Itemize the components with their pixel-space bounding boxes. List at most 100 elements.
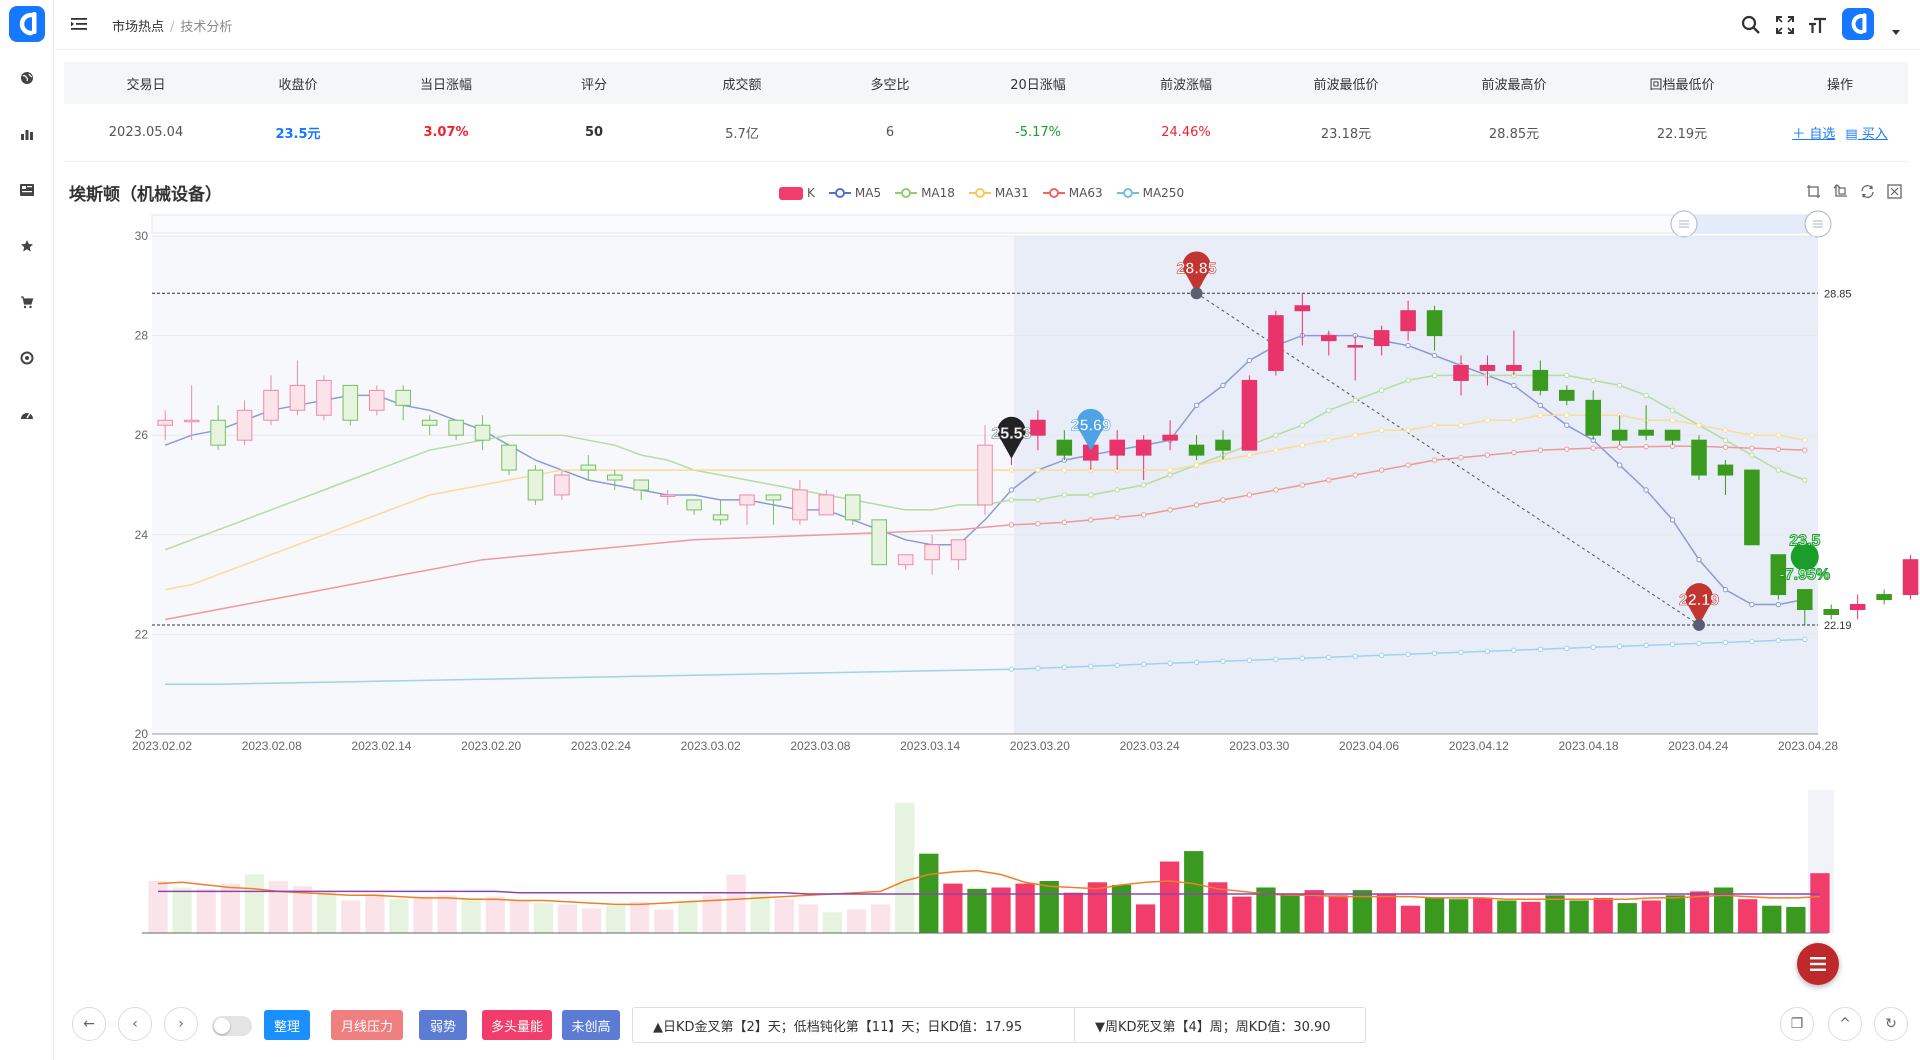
volume-bar <box>1280 894 1300 933</box>
candle-body <box>1797 589 1813 611</box>
candle-body <box>924 544 940 561</box>
ma-point <box>1431 352 1438 359</box>
candle-body <box>659 494 676 497</box>
ma-point <box>1299 482 1306 488</box>
add-watchlist-link[interactable]: ＋ 自选 <box>1792 123 1835 142</box>
ma-point <box>1326 477 1332 483</box>
candle-body <box>950 539 967 561</box>
marker-label: 25.69 <box>1071 418 1111 435</box>
legend-label: MA18 <box>921 186 955 200</box>
volume-bar <box>292 886 313 933</box>
save-image-icon[interactable] <box>1887 184 1902 199</box>
globe-icon[interactable] <box>17 68 37 88</box>
fullscreen-icon[interactable] <box>1774 14 1796 36</box>
volume-bar <box>606 905 626 933</box>
ma-point <box>1431 650 1438 657</box>
ma-point <box>1722 586 1729 593</box>
ma-point <box>1008 522 1015 528</box>
candle-body <box>395 389 411 406</box>
buy-link[interactable]: ▤ 买入 <box>1845 123 1887 142</box>
ma-point <box>1088 492 1094 498</box>
volume-bar <box>991 887 1011 933</box>
volume-bar <box>1063 892 1083 933</box>
volume-bar <box>1713 887 1734 933</box>
highlight-region <box>1014 236 1818 734</box>
tag-monthly-pressure[interactable]: 月线压力 <box>331 1010 403 1040</box>
volume-bar <box>1232 896 1252 933</box>
restore-icon[interactable] <box>1860 184 1875 199</box>
tag-consolidation[interactable]: 整理 <box>264 1010 310 1040</box>
ma-point <box>1114 487 1120 493</box>
cell-amount: 5.7亿 <box>725 127 759 142</box>
x-tick-label: 2023.03.24 <box>1120 739 1180 753</box>
stock-chart[interactable]: 20 22 24 26 28 30 2023.02.02 2023.02.08 2023.02.… <box>0 0 1920 1000</box>
tag-weak[interactable]: 弱势 <box>419 1010 467 1040</box>
zoom-reset-icon[interactable] <box>1833 184 1848 199</box>
cart-icon[interactable] <box>17 292 37 312</box>
table-header-cell: 回档最低价 <box>1649 77 1715 93</box>
candle-body <box>792 489 808 521</box>
volume-bar <box>1424 897 1445 933</box>
caret-down-icon[interactable] <box>1892 30 1900 36</box>
target-icon[interactable] <box>17 348 37 368</box>
cell-score: 50 <box>584 125 604 140</box>
breadcrumb-item-market[interactable]: 市场热点 <box>112 20 165 35</box>
legend-item-k[interactable]: K <box>779 186 815 200</box>
bar-chart-icon[interactable] <box>17 124 37 144</box>
legend-item-ma5[interactable]: MA5 <box>828 186 882 200</box>
legend-label: MA5 <box>854 186 882 200</box>
legend-swatch <box>779 186 803 200</box>
candle-body <box>871 519 887 566</box>
volume-ma-orange <box>157 869 1821 906</box>
y-tick-label: 26 <box>135 428 149 442</box>
search-icon[interactable] <box>1740 14 1762 36</box>
dashboard-icon[interactable] <box>17 404 37 424</box>
ma-point <box>1378 427 1385 433</box>
news-icon[interactable] <box>17 180 37 200</box>
chart-legend: K MA5 MA18 MA31 MA63 MA250 <box>779 186 1184 200</box>
ma-point <box>1564 422 1570 428</box>
user-avatar-icon[interactable] <box>1842 8 1874 40</box>
ma-point <box>1326 654 1332 661</box>
volume-bar <box>1135 904 1156 933</box>
zoom-select-icon[interactable] <box>1806 184 1821 199</box>
back-button[interactable]: ← <box>72 1007 106 1041</box>
cell-wave-change: 24.46% <box>1161 125 1211 140</box>
tag-no-new-high[interactable]: 未创高 <box>562 1010 620 1040</box>
prev-button[interactable]: ‹ <box>118 1007 152 1041</box>
ma-point <box>1537 447 1544 453</box>
top-header: 市场热点 / 技术分析 <box>56 0 1920 50</box>
volume-bar <box>1039 881 1059 933</box>
candle-body <box>1664 429 1681 441</box>
volume-ma-purple <box>158 890 1820 895</box>
candle-body <box>1717 464 1734 476</box>
ma-point <box>1722 444 1729 450</box>
copy-button[interactable]: ❐ <box>1780 1007 1814 1041</box>
toggle-switch[interactable] <box>212 1016 252 1036</box>
candle-body <box>1030 419 1046 436</box>
x-tick-label: 2023.04.12 <box>1449 739 1509 753</box>
volume-bar <box>172 887 192 933</box>
ma-point <box>1114 662 1120 668</box>
volume-bar <box>389 899 409 933</box>
legend-item-ma18[interactable]: MA18 <box>895 186 955 200</box>
legend-item-ma63[interactable]: MA63 <box>1042 186 1103 200</box>
scroll-top-button[interactable]: ^ <box>1828 1007 1862 1041</box>
cell-pullback-low: 22.19元 <box>1656 127 1708 142</box>
ma-point <box>1775 467 1782 473</box>
ma-point <box>1669 407 1676 413</box>
next-button[interactable]: › <box>164 1007 198 1041</box>
legend-item-ma250[interactable]: MA250 <box>1116 186 1184 200</box>
star-icon[interactable] <box>17 236 37 256</box>
refresh-icon: ↻ <box>1885 1016 1897 1032</box>
volume-bar <box>1738 899 1758 933</box>
menu-fab-button[interactable] <box>1797 943 1839 985</box>
legend-item-ma31[interactable]: MA31 <box>968 186 1029 200</box>
menu-fold-icon[interactable] <box>70 15 88 33</box>
app-logo-icon[interactable] <box>9 6 45 42</box>
ma-point <box>1749 452 1755 458</box>
tag-bull-volume[interactable]: 多头量能 <box>482 1010 552 1040</box>
refresh-button[interactable]: ↻ <box>1874 1007 1908 1041</box>
font-size-icon[interactable] <box>1807 14 1829 36</box>
reference-line-label: 22.19 <box>1824 620 1852 632</box>
